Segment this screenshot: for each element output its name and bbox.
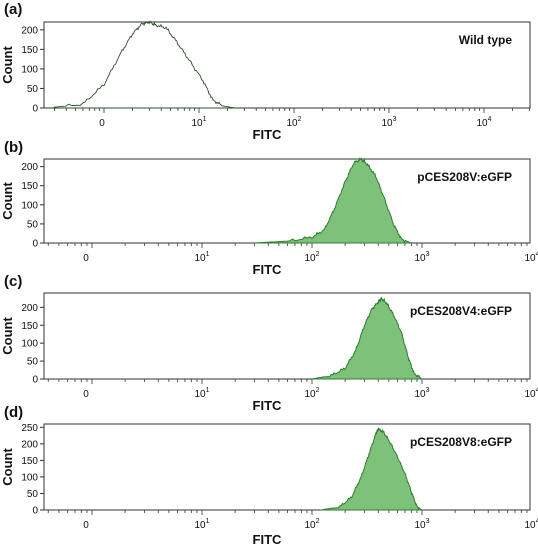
y-tick-label: 200 [21,439,38,450]
plot-frame [43,292,531,380]
x-tick-label: 0 [99,118,105,129]
x-tick-label: 0 [83,389,89,400]
panel-label: (a) [4,1,22,18]
y-tick-label: 0 [32,375,38,386]
x-tick-label: 0 [83,520,89,531]
x-tick-label: 103 [414,518,429,531]
x-tick-label: 101 [194,518,209,531]
x-tick-label: 101 [191,116,206,129]
y-axis-title: Count [0,317,15,355]
x-tick-label: 101 [194,251,209,264]
x-tick-label: 102 [304,387,319,400]
x-tick-label: 103 [414,387,429,400]
panel-label: (b) [4,139,23,156]
y-tick-label: 50 [27,84,39,95]
x-tick-label: 102 [286,116,301,129]
y-axis-title: Count [0,182,15,220]
panel-b: (b)050100150200Count0101102103104105FITC… [0,139,538,277]
y-tick-label: 150 [21,181,38,192]
x-tick-label: 0 [83,253,89,264]
y-tick-label: 0 [32,104,38,115]
panel-label: (d) [4,404,23,421]
y-tick-label: 150 [21,45,38,56]
y-tick-label: 200 [21,303,38,314]
x-tick-label: 101 [194,387,209,400]
y-tick-label: 100 [21,64,38,75]
panel-label: (c) [4,273,22,290]
y-tick-label: 0 [32,239,38,250]
panel-a: (a) 0 50 100 150 200 Count 0 101 102 103 104 FITC Wil… [0,1,531,142]
histogram-series [320,427,424,511]
plot-frame [43,21,531,109]
panel-d: (d)050100150200250Count0101102103104105F… [0,404,538,547]
sample-label: pCES208V8:eGFP [410,435,512,449]
y-axis-title: Count [0,448,15,486]
sample-label: Wild type [459,33,513,47]
histogram-series [311,296,424,380]
x-axis-title: FITC [253,262,282,277]
plot-frame [43,423,531,511]
panel-c: (c)050100150200Count0101102103104105FITC… [0,273,538,413]
y-tick-label: 0 [32,506,38,517]
x-axis-title: FITC [253,532,282,547]
y-tick-label: 50 [27,357,39,368]
x-tick-label: 104 [524,518,538,531]
x-tick-label: 102 [304,251,319,264]
x-tick-label: 104 [476,116,491,129]
x-tick-label: 102 [304,518,319,531]
x-tick-label: 104 [524,251,538,264]
x-tick-label: 103 [381,116,396,129]
y-tick-label: 200 [21,25,38,36]
y-tick-label: 150 [21,321,38,332]
x-axis-title: FITC [253,127,282,142]
x-axis-title: FITC [253,398,282,413]
sample-label: pCES208V4:eGFP [410,304,512,318]
histogram-series [53,19,236,109]
sample-label: pCES208V:eGFP [417,170,512,184]
y-tick-label: 250 [21,423,38,434]
histogram-series [254,157,412,244]
x-tick-label: 103 [414,251,429,264]
y-tick-label: 150 [21,456,38,467]
y-axis-title: Count [0,46,15,84]
y-tick-label: 100 [21,339,38,350]
y-tick-label: 100 [21,200,38,211]
y-tick-label: 50 [27,219,39,230]
x-tick-label: 104 [524,387,538,400]
y-tick-label: 200 [21,162,38,173]
y-tick-label: 50 [27,489,39,500]
y-tick-label: 100 [21,472,38,483]
